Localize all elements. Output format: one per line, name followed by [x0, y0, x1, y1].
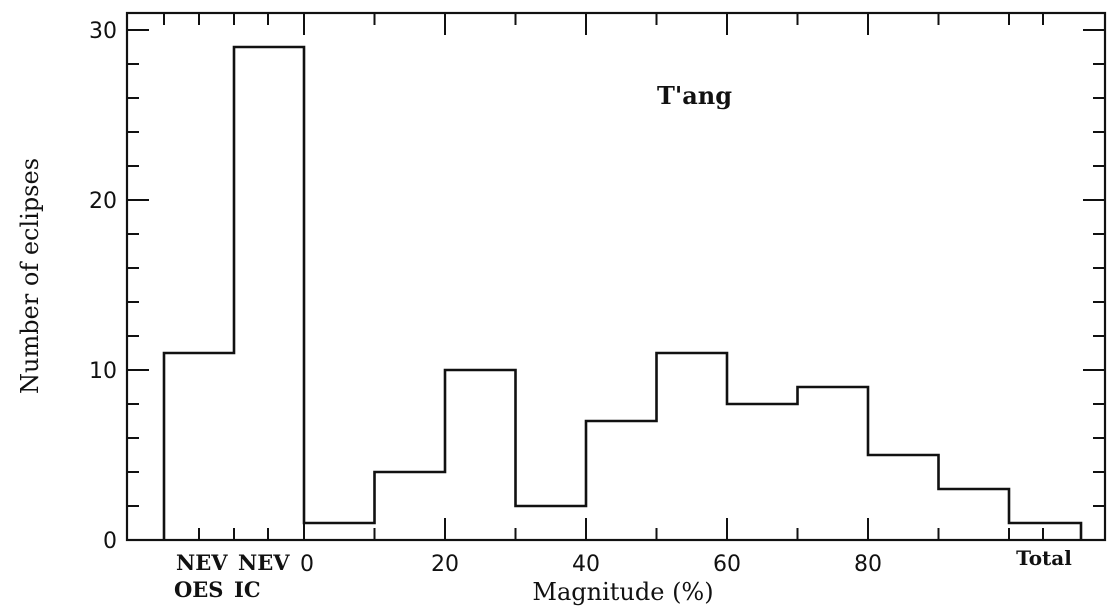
y-tick-label: 30: [89, 19, 117, 44]
bar-30-40: [516, 506, 587, 540]
bar-nev-oes: [164, 353, 234, 540]
category-label-total: Total: [1016, 546, 1072, 570]
x-tick-label: 80: [854, 552, 882, 577]
bar-60-70: [727, 404, 798, 540]
bar-20-30: [445, 370, 516, 540]
bar-nev-ic: [234, 47, 301, 540]
bar-0-10: [304, 523, 375, 540]
bar-10-20: [375, 472, 446, 540]
histogram-outline: [162, 45, 1083, 540]
bar-total: [1009, 523, 1081, 540]
x-tick-label: 40: [572, 552, 600, 577]
category-label-bottom: IC: [234, 577, 261, 602]
x-tick-label: 60: [713, 552, 741, 577]
y-tick-label: 10: [89, 359, 117, 384]
plot-frame: [125, 11, 1107, 542]
x-tick-label: 20: [431, 552, 459, 577]
chart-annotation: T'ang: [657, 81, 732, 110]
bar-70-80: [798, 387, 869, 540]
bar-80-90: [868, 455, 939, 540]
histogram-bars: [164, 47, 1081, 540]
bar-40-50: [586, 421, 657, 540]
y-axis-label: Number of eclipses: [16, 158, 44, 394]
y-tick-label: 0: [103, 529, 117, 554]
x-tick-label: 0: [300, 552, 314, 577]
axis-ticks: [127, 13, 1105, 541]
category-label-top: NEV: [238, 550, 290, 575]
y-tick-label: 20: [89, 189, 117, 214]
bar-90-100: [939, 489, 1010, 540]
category-label-top: NEV: [176, 550, 228, 575]
bar-50-60: [657, 353, 728, 540]
category-label-bottom: OES: [174, 577, 223, 602]
x-axis-label: Magnitude (%): [532, 578, 713, 606]
